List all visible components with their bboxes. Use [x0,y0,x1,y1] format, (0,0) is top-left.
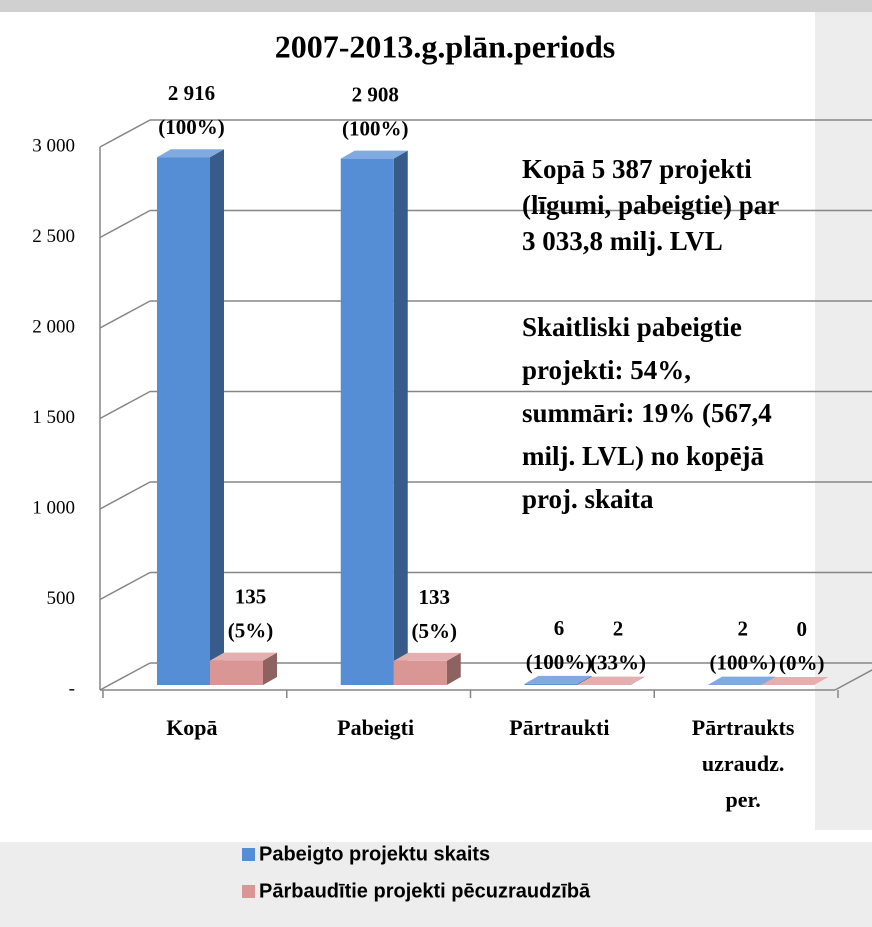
y-tick-label: 3 000 [32,135,75,156]
y-tick-label: 1 000 [32,497,75,518]
bar [340,158,394,686]
bar-top [393,652,461,661]
annotation: milj. LVL) no kopējā [522,441,765,471]
y-tick-label: 500 [47,588,76,609]
y-tick-label: 2 000 [32,316,75,337]
bar-side [630,676,645,685]
value-label: 2 (33%) [590,616,646,674]
chart-title: 2007-2013.g.plān.periods [275,28,615,64]
bar [524,683,578,685]
x-tick-label: Kopā [166,715,217,740]
bar-side [761,676,776,685]
value-label: 2 (100%) [710,616,777,674]
bar-top [210,652,277,661]
grid-line-side [99,481,151,510]
bar-side [446,652,461,685]
bar-top [761,677,829,685]
x-tick-label: Pārtraukti [509,715,609,740]
annotation: (līgumi, pabeigtie) par [522,190,779,220]
y-tick-label: - [69,678,75,699]
grid-line-side [99,300,151,329]
value-label: 6 (100%) [526,616,593,674]
bar-top [157,149,224,158]
value-label: 0 (0%) [779,617,825,675]
grid-line-side [99,571,151,601]
value-label: 2 908 (100%) [342,82,409,140]
x-tick-label: Pabeigti [337,715,414,740]
bar [210,660,263,685]
legend-swatch [242,885,255,898]
annotation: projekti: 54%, [522,355,691,385]
bar [157,157,210,686]
bar-top [524,675,592,684]
annotation: proj. skaita [522,484,654,514]
bar-side [393,150,408,686]
grid-line-side [99,662,151,691]
grid-line-side [99,390,151,420]
side-panel [815,12,872,830]
top-band [0,0,872,12]
bar-side [210,149,224,686]
legend-swatch [242,848,255,861]
bar-top [577,676,645,685]
x-tick-label: Pārtraukts uzraudz. per. [692,715,795,812]
y-tick-label: 1 500 [32,407,75,428]
bar [393,660,447,685]
bar-top [340,150,408,159]
grid-line-side [99,209,151,239]
bottom-band [0,842,872,927]
y-tick-label: 2 500 [32,226,75,247]
annotation: Skaitliski pabeigtie [522,312,742,342]
grid-line-side [99,119,151,148]
bar-top [708,676,776,685]
annotation: 3 033,8 milj. LVL [522,226,723,256]
value-label: 2 916 (100%) [158,81,225,139]
floor-right [834,669,872,691]
bar-side [263,652,277,685]
legend-label: Pārbaudītie projekti pēcuzraudzībā [259,880,591,902]
annotation: Kopā 5 387 projekti [522,154,752,184]
annotation: summāri: 19% (567,4 [522,398,772,428]
value-label: 135 (5%) [228,584,274,642]
legend-label: Pabeigto projektu skaits [259,843,490,865]
value-label: 133 (5%) [412,585,458,643]
